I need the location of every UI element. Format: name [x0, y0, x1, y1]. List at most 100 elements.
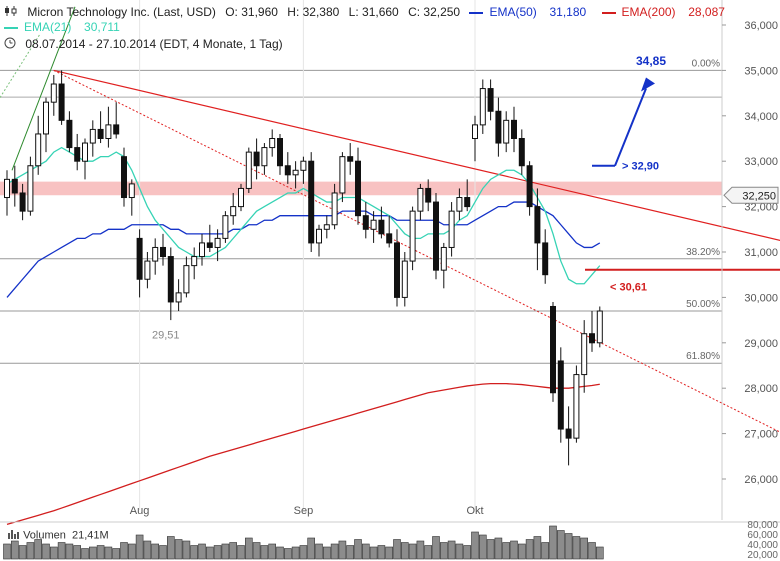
volume-bar [167, 536, 175, 560]
volume-icon [8, 529, 20, 542]
volume-bar [174, 539, 183, 560]
candle-body [534, 206, 541, 244]
volume-bar [588, 542, 596, 560]
volume-bar [221, 543, 230, 560]
volume-bar [198, 543, 206, 560]
low-annotation: 29,51 [152, 330, 180, 342]
volume-tick-label: 40,000 [747, 540, 778, 551]
candle-body [456, 197, 463, 212]
volume-bar [307, 537, 316, 560]
volume-bar [42, 543, 50, 560]
candle-body [199, 242, 205, 258]
candle-body [565, 428, 572, 439]
up-trendline-dotted [0, 33, 41, 98]
ema21-legend[interactable]: EMA(21) 30,711 [4, 20, 126, 34]
candle-body [495, 110, 502, 144]
date-range-row: 08.07.2014 - 27.10.2014 (EDT, 4 Monate, … [4, 37, 289, 52]
candle-body [66, 119, 73, 149]
candle-body [89, 128, 96, 144]
volume-bar [128, 543, 136, 560]
candle-body [175, 292, 182, 303]
candle-body [97, 128, 104, 139]
candle-body [160, 246, 166, 258]
volume-bar [556, 530, 565, 560]
candle-body [300, 160, 307, 171]
volume-bar [3, 543, 11, 560]
candle-body [128, 183, 135, 199]
candle-body [214, 237, 221, 248]
volume-bar [260, 545, 269, 560]
candle-body [589, 333, 595, 344]
volume-header: Volumen 21,41M [8, 529, 109, 542]
candle-body [261, 147, 268, 167]
volume-bar [494, 537, 503, 560]
volume-bar [533, 536, 542, 560]
volume-label: Volumen [23, 529, 66, 542]
candle-body [331, 192, 338, 226]
volume-bar [96, 545, 105, 560]
candle-body [27, 165, 34, 212]
candle-body [487, 88, 494, 112]
candle-body [573, 374, 580, 439]
ema21-value: 30,711 [84, 20, 120, 34]
volume-bar [478, 534, 487, 560]
candle-body [222, 215, 229, 239]
ema200-label: EMA(200) [621, 5, 676, 19]
volume-bar [104, 546, 113, 560]
candle-body [269, 138, 276, 149]
candle-body [35, 133, 42, 167]
candle-body [581, 333, 588, 376]
candle-body [518, 138, 525, 167]
y-tick-label: 33,000 [744, 156, 778, 168]
volume-bar [283, 548, 292, 560]
candle-body [550, 305, 556, 394]
y-tick-label: 27,000 [744, 429, 778, 441]
candle-body [425, 187, 432, 203]
target-arrow-shaft [614, 88, 647, 167]
candle-body [323, 224, 330, 230]
candle-body [113, 124, 120, 135]
volume-bar [455, 543, 464, 560]
candle-body [596, 310, 603, 344]
volume-bar [580, 537, 589, 560]
volume-bar [237, 545, 245, 560]
volume-bar [112, 548, 120, 560]
candle-body [316, 228, 322, 244]
volume-bar [26, 542, 35, 560]
volume-bar [416, 540, 425, 560]
ema50-legend[interactable]: EMA(50) 31,180 [469, 5, 592, 19]
volume-bar [525, 539, 534, 560]
volume-tick-label: 80,000 [747, 520, 778, 531]
volume-bar [369, 546, 378, 560]
candle-body [401, 260, 408, 298]
candle-body [464, 197, 471, 208]
candle-body [472, 124, 478, 139]
ema200-legend[interactable]: EMA(200) 28,087 [601, 5, 731, 19]
low-value: L: 31,660 [348, 5, 399, 19]
breakout-label: > 32,90 [622, 161, 659, 173]
chart-type-icon[interactable] [4, 5, 18, 20]
candle-body [183, 265, 190, 294]
ema21-swatch [4, 26, 18, 29]
volume-bar [377, 545, 386, 560]
candle-body [378, 219, 385, 235]
volume-bar [354, 539, 362, 560]
clock-icon [4, 37, 16, 52]
volume-bar [151, 543, 159, 560]
candle-body [253, 151, 260, 167]
date-range: 08.07.2014 - 27.10.2014 (EDT, 4 Monate, … [25, 37, 283, 51]
support-label: < 30,61 [610, 282, 647, 294]
volume-bar [252, 542, 261, 560]
y-tick-label: 26,000 [744, 474, 778, 486]
volume-bar [471, 531, 479, 560]
trendline-solid [53, 69, 780, 241]
candle-body [74, 147, 81, 162]
volume-value: 21,41M [72, 529, 109, 542]
y-tick-label: 30,000 [744, 292, 778, 304]
volume-bar [190, 545, 198, 560]
fib-label: 38.20% [686, 247, 720, 258]
candle-body [526, 165, 533, 208]
candle-body [292, 169, 299, 176]
candle-body [433, 201, 439, 271]
